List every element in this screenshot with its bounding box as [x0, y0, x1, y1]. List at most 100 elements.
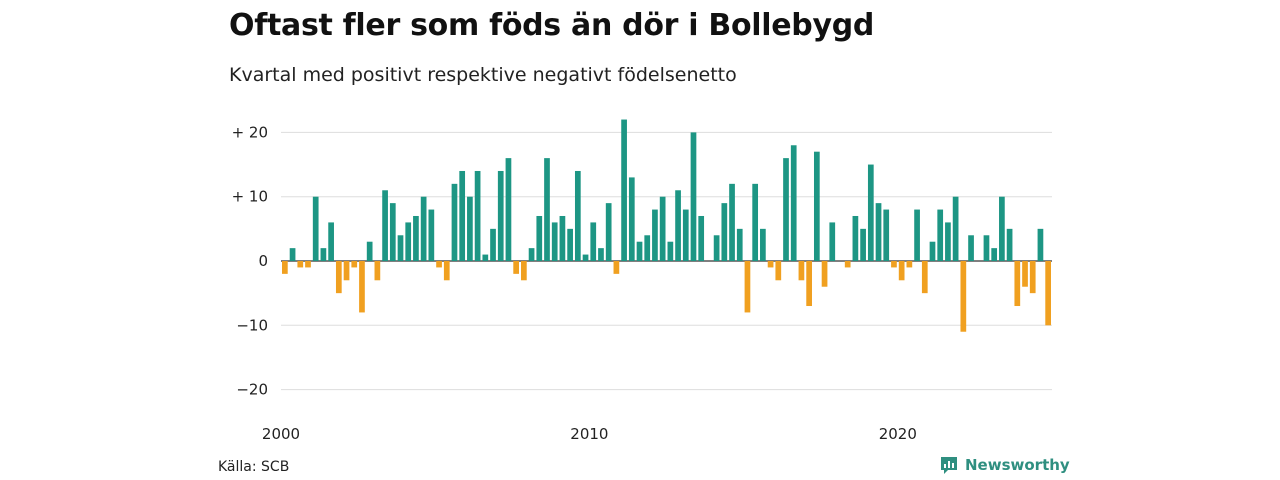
- bar-positive: [875, 203, 882, 261]
- bar-negative: [821, 261, 828, 287]
- bar-positive: [790, 145, 797, 261]
- bar-negative: [305, 261, 311, 268]
- bar-positive: [505, 158, 512, 261]
- bar-positive: [544, 158, 550, 261]
- x-tick-label: 2020: [879, 425, 917, 443]
- bar-positive: [382, 190, 388, 261]
- bar-positive: [459, 170, 466, 261]
- bar-positive: [698, 215, 705, 261]
- bar-negative: [1045, 261, 1051, 326]
- bar-positive: [490, 228, 496, 261]
- bar-positive: [914, 209, 920, 261]
- x-tick-label: 2010: [570, 425, 608, 443]
- bar-negative: [906, 261, 913, 268]
- bars: [282, 119, 1051, 332]
- bar-positive: [551, 222, 558, 261]
- bar-positive: [320, 248, 327, 261]
- bar-negative: [443, 261, 450, 281]
- bar-positive: [636, 241, 643, 261]
- bar-negative: [343, 261, 350, 281]
- bar-positive: [451, 183, 458, 261]
- bar-positive: [389, 203, 396, 261]
- bar-negative: [1029, 261, 1036, 294]
- bar-positive: [574, 170, 581, 261]
- brand-logo: Newsworthy: [939, 455, 1070, 475]
- bar-positive: [813, 151, 820, 261]
- bar-positive: [999, 196, 1005, 261]
- y-tick-label: −10: [236, 316, 268, 334]
- bar-negative: [844, 261, 851, 268]
- bar-positive: [559, 215, 566, 261]
- bar-negative: [798, 261, 805, 281]
- bar-positive: [289, 248, 296, 261]
- bar-positive: [428, 209, 435, 261]
- bar-positive: [1006, 228, 1013, 261]
- bar-positive: [366, 241, 373, 261]
- bar-negative: [351, 261, 358, 268]
- bar-negative: [335, 261, 342, 294]
- bar-negative: [1014, 261, 1021, 307]
- bar-negative: [960, 261, 967, 332]
- bar-positive: [420, 196, 427, 261]
- bar-positive: [598, 248, 604, 261]
- bar-positive: [690, 132, 697, 261]
- bar-positive: [590, 222, 597, 261]
- bar-negative: [436, 261, 442, 268]
- bar-positive: [937, 209, 944, 261]
- source-note: Källa: SCB: [218, 459, 290, 475]
- bar-positive: [968, 235, 974, 261]
- bar-negative: [374, 261, 381, 281]
- bar-negative: [767, 261, 774, 268]
- bar-positive: [582, 254, 589, 261]
- bar-negative: [521, 261, 527, 281]
- y-tick-label: −20: [236, 381, 268, 399]
- bar-positive: [312, 196, 319, 261]
- bar-positive: [536, 215, 543, 261]
- bar-negative: [921, 261, 928, 294]
- bar-positive: [467, 196, 473, 261]
- bar-positive: [752, 183, 759, 261]
- bar-positive: [497, 170, 504, 261]
- gridlines: [281, 131, 1052, 391]
- bar-positive: [682, 209, 689, 261]
- chart-subtitle: Kvartal med positivt respektive negativt…: [229, 64, 737, 86]
- bar-positive: [983, 235, 990, 261]
- bar-positive: [829, 222, 836, 261]
- bar-negative: [775, 261, 782, 281]
- bar-positive: [852, 215, 859, 261]
- bar-positive: [713, 235, 720, 261]
- bar-positive: [760, 228, 766, 261]
- bar-positive: [991, 248, 998, 261]
- bar-positive: [567, 228, 573, 261]
- bar-positive: [474, 170, 481, 261]
- bar-positive: [952, 196, 959, 261]
- bar-positive: [929, 241, 936, 261]
- y-tick-label: + 10: [232, 188, 268, 206]
- y-axis-ticks: + 20 + 10 0 −10 −20: [232, 123, 268, 398]
- bar-positive: [883, 209, 890, 261]
- bar-negative: [297, 261, 304, 268]
- bar-positive: [652, 209, 658, 261]
- brand-name: Newsworthy: [965, 456, 1070, 474]
- bar-positive: [667, 241, 674, 261]
- bar-positive: [945, 222, 951, 261]
- bar-positive: [413, 215, 419, 261]
- bar-negative: [891, 261, 897, 268]
- bar-positive: [328, 222, 334, 261]
- bar-negative: [613, 261, 620, 274]
- bar-positive: [528, 248, 535, 261]
- bar-positive: [482, 254, 489, 261]
- bar-positive: [1037, 228, 1044, 261]
- bar-positive: [721, 203, 728, 261]
- bar-positive: [736, 228, 743, 261]
- bar-positive: [405, 222, 412, 261]
- bar-positive: [621, 119, 627, 261]
- bar-positive: [397, 235, 404, 261]
- bar-positive: [605, 203, 612, 261]
- bar-negative: [898, 261, 905, 281]
- bar-positive: [783, 158, 789, 261]
- bar-positive: [867, 164, 874, 261]
- x-axis-ticks: 2000 2010 2020: [262, 425, 917, 443]
- bar-positive: [860, 228, 866, 261]
